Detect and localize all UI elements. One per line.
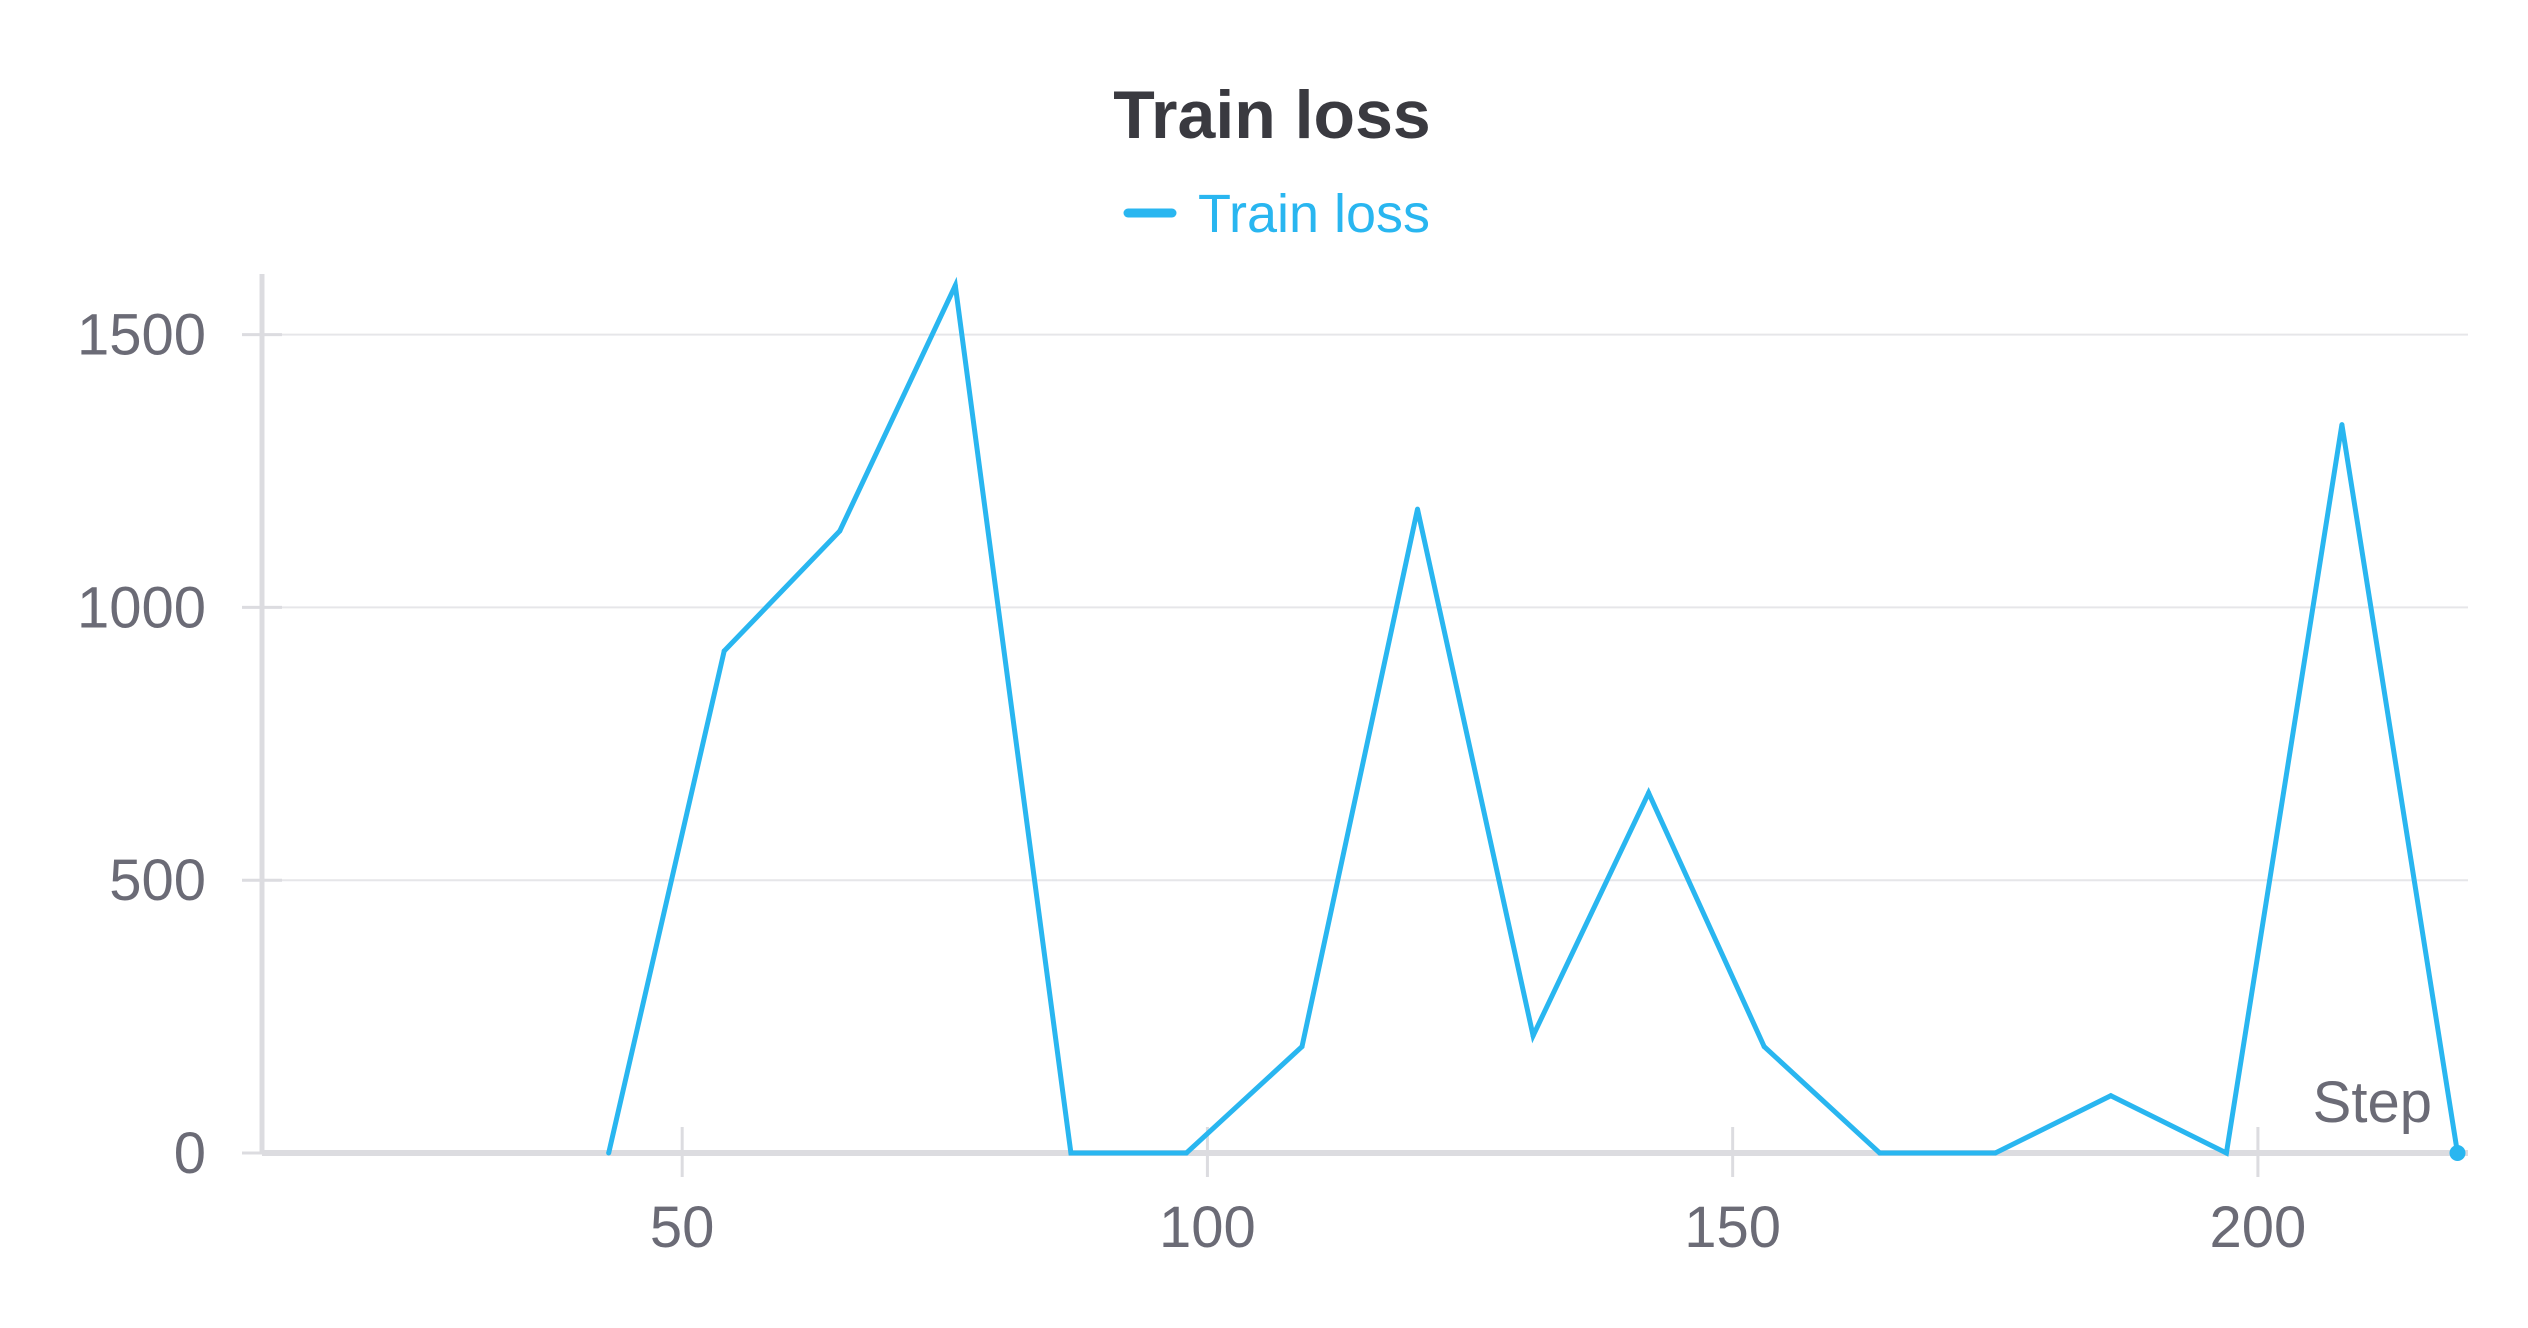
data-point xyxy=(2339,422,2345,428)
x-axis-ticks: 50 100 150 200 xyxy=(650,1127,2306,1260)
x-axis-title: Step xyxy=(2313,1070,2432,1135)
data-point xyxy=(1530,1033,1536,1039)
series-layer xyxy=(606,276,2466,1161)
data-point xyxy=(1415,506,1421,512)
chart-title: Train loss xyxy=(1113,77,1430,153)
data-point xyxy=(2223,1150,2229,1156)
data-point xyxy=(606,1150,612,1156)
data-point xyxy=(1992,1150,1998,1156)
axes xyxy=(259,274,2468,1156)
x-tick-label: 200 xyxy=(2210,1195,2307,1260)
y-tick-label: 0 xyxy=(174,1121,206,1186)
y-axis-ticks: 0 500 1000 1500 xyxy=(77,303,282,1186)
data-point xyxy=(1877,1150,1883,1156)
x-tick-label: 100 xyxy=(1159,1195,1256,1260)
data-point xyxy=(721,648,727,654)
data-point xyxy=(1299,1044,1305,1050)
legend-label-train-loss: Train loss xyxy=(1198,184,1430,244)
data-point xyxy=(1068,1150,1074,1156)
x-tick-label: 50 xyxy=(650,1195,715,1260)
data-point xyxy=(1183,1150,1189,1156)
y-tick-label: 1500 xyxy=(77,303,206,368)
gridlines xyxy=(262,333,2468,882)
data-point xyxy=(837,528,843,534)
last-point-marker xyxy=(2449,1145,2466,1161)
legend[interactable]: Train loss xyxy=(1123,184,1430,244)
y-tick-label: 500 xyxy=(109,848,206,913)
y-tick-label: 1000 xyxy=(77,575,206,640)
data-point xyxy=(952,282,958,288)
data-point xyxy=(1761,1044,1767,1050)
data-point xyxy=(2108,1093,2114,1099)
x-tick-label: 150 xyxy=(1684,1195,1781,1260)
series-line-train-loss xyxy=(606,276,2460,1157)
data-point xyxy=(1646,790,1652,796)
